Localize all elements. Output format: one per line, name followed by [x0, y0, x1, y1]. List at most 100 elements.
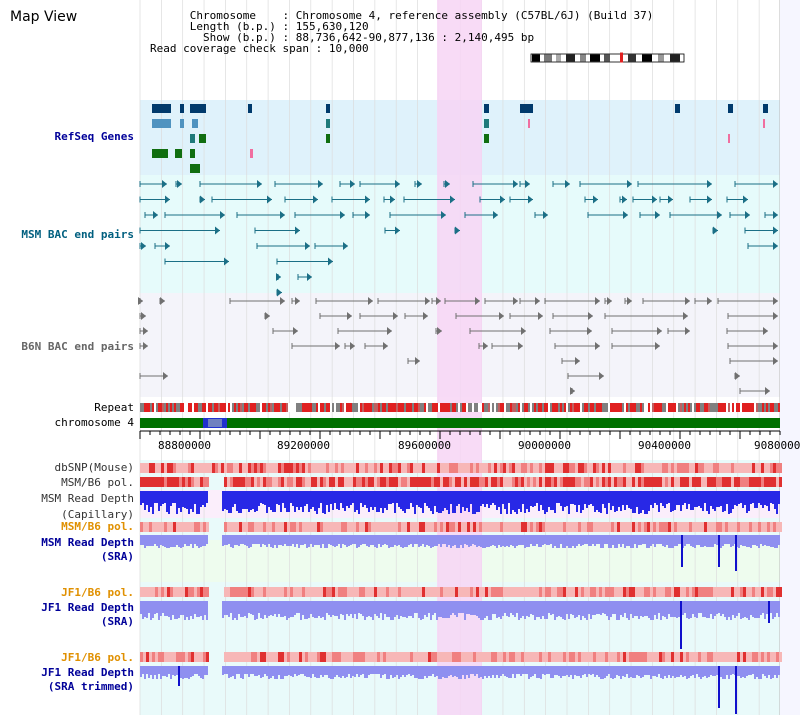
msm-read-depth-capillary	[442, 491, 444, 511]
msm-bac-pair-end	[543, 211, 548, 219]
msm-read-depth-sra	[662, 535, 664, 546]
repeat-block	[568, 403, 570, 412]
jf1-read-depth-sra	[646, 601, 648, 616]
msm-b6-pol-track	[722, 477, 725, 487]
jf1-b6-pol-track-2	[698, 652, 701, 662]
msm-bac-pair-end	[652, 195, 657, 204]
jf1-read-depth-trimmed	[556, 666, 558, 675]
msm-b6-pol-track-2	[659, 522, 662, 532]
track-label-dbsnp[interactable]: dbSNP(Mouse)	[54, 461, 134, 474]
repeat-block	[646, 403, 648, 412]
jf1-read-depth-trimmed	[564, 666, 566, 676]
msm-read-depth-capillary	[418, 491, 420, 507]
jf1-b6-pol-track	[572, 587, 575, 597]
track-label-jf1-read-trimmed[interactable]: JF1 Read Depth (SRA trimmed)	[41, 666, 134, 693]
repeat-block	[470, 403, 472, 412]
msm-read-depth-capillary	[314, 491, 316, 511]
msm-read-depth-sra	[624, 535, 626, 548]
repeat-block	[538, 403, 540, 412]
repeat-block	[556, 403, 558, 412]
msm-read-depth-capillary	[730, 491, 732, 513]
msm-b6-pol-track	[557, 477, 560, 487]
jf1-read-depth-trimmed	[238, 666, 240, 674]
msm-read-depth-capillary	[738, 491, 740, 504]
jf1-read-depth-trimmed	[608, 666, 610, 674]
msm-b6-pol-track	[605, 477, 608, 487]
msm-b6-pol-track	[638, 477, 641, 487]
msm-read-depth-capillary	[344, 491, 346, 511]
dbsnp-track	[143, 463, 146, 473]
track-label-jf1-b6-pol[interactable]: JF1/B6 pol.	[61, 586, 134, 599]
jf1-b6-pol-track	[311, 587, 314, 597]
msm-b6-pol-track	[569, 477, 572, 487]
msm-b6-pol-track-2	[353, 522, 356, 532]
track-label-jf1-b6-pol-2[interactable]: JF1/B6 pol.	[61, 651, 134, 664]
jf1-read-depth-sra	[378, 601, 380, 618]
jf1-b6-pol-track	[707, 587, 710, 597]
msm-read-depth-capillary	[552, 491, 554, 510]
msm-read-depth-sra	[552, 535, 554, 548]
track-label-msm-b6-pol[interactable]: MSM/B6 pol.	[61, 476, 134, 489]
msm-read-depth-capillary	[502, 491, 504, 504]
jf1-b6-pol-track-2	[245, 652, 248, 662]
jf1-b6-pol-track-2	[509, 652, 512, 662]
jf1-b6-pol-track	[761, 587, 764, 597]
repeat-block	[146, 403, 148, 412]
jf1-b6-pol-track	[299, 587, 302, 597]
repeat-block	[396, 403, 398, 412]
dbsnp-track	[695, 463, 698, 473]
track-label-msm-read-capillary[interactable]: MSM Read Depth (Capillary)	[41, 492, 134, 521]
jf1-b6-pol-track-2	[371, 652, 374, 662]
msm-b6-pol-track-2	[626, 522, 629, 532]
msm-read-depth-sra	[572, 535, 574, 546]
track-label-msm-bac[interactable]: MSM BAC end pairs	[21, 228, 134, 241]
repeat-block	[504, 403, 506, 412]
jf1-read-depth-sra	[500, 601, 502, 619]
jf1-read-depth-trimmed	[390, 666, 392, 675]
dbsnp-track	[392, 463, 395, 473]
track-label-repeat[interactable]: Repeat	[94, 401, 134, 414]
msm-read-depth-sra	[272, 535, 274, 548]
jf1-read-depth-sra	[372, 601, 374, 620]
jf1-b6-pol-track-2	[296, 652, 299, 662]
track-label-msm-read-sra[interactable]: MSM Read Depth (SRA)	[41, 536, 134, 563]
repeat-block	[492, 403, 494, 412]
msm-read-depth-capillary	[436, 491, 438, 512]
jf1-read-depth-sra	[472, 601, 474, 615]
jf1-read-depth-trimmed	[752, 666, 754, 674]
msm-read-depth-sra	[484, 535, 486, 548]
msm-read-depth-capillary	[278, 491, 280, 505]
jf1-b6-pol-track-2	[578, 652, 581, 662]
msm-b6-pol-track-2	[449, 522, 452, 532]
jf1-read-depth-trimmed	[524, 666, 526, 674]
msm-b6-pol-track-2	[323, 522, 326, 532]
track-label-chromosome[interactable]: chromosome 4	[54, 416, 134, 429]
msm-read-depth-capillary	[366, 491, 368, 508]
jf1-b6-pol-track-2	[752, 652, 755, 662]
track-label-b6n-bac[interactable]: B6N BAC end pairs	[21, 340, 134, 353]
jf1-read-depth-trimmed	[522, 666, 524, 674]
repeat-block	[678, 403, 680, 412]
track-label-refseq[interactable]: RefSeq Genes	[54, 130, 134, 143]
dbsnp-track	[356, 463, 359, 473]
jf1-b6-pol-track-2	[299, 652, 302, 662]
axis-tick-label: 89200000	[277, 439, 330, 452]
msm-b6-pol-track	[653, 477, 656, 487]
jf1-read-depth-trimmed	[324, 666, 326, 675]
msm-b6-pol-track-2	[749, 522, 752, 532]
track-label-jf1-read-sra[interactable]: JF1 Read Depth (SRA)	[41, 601, 134, 628]
dbsnp-track	[167, 463, 170, 473]
msm-b6-pol-track-2	[365, 522, 368, 532]
msm-b6-pol-track-2	[497, 522, 500, 532]
chromosome-ideogram[interactable]	[530, 52, 685, 63]
jf1-b6-pol-track-2	[692, 652, 695, 662]
msm-read-depth-sra	[650, 535, 652, 546]
msm-read-depth-sra	[344, 535, 346, 545]
jf1-b6-pol-track-2	[401, 652, 404, 662]
msm-bac-pair-end	[162, 180, 167, 188]
msm-read-depth-capillary	[736, 491, 738, 506]
jf1-b6-pol-track	[722, 587, 725, 597]
dbsnp-track	[542, 463, 545, 473]
track-label-msm-b6-pol-2[interactable]: MSM/B6 pol.	[61, 520, 134, 533]
